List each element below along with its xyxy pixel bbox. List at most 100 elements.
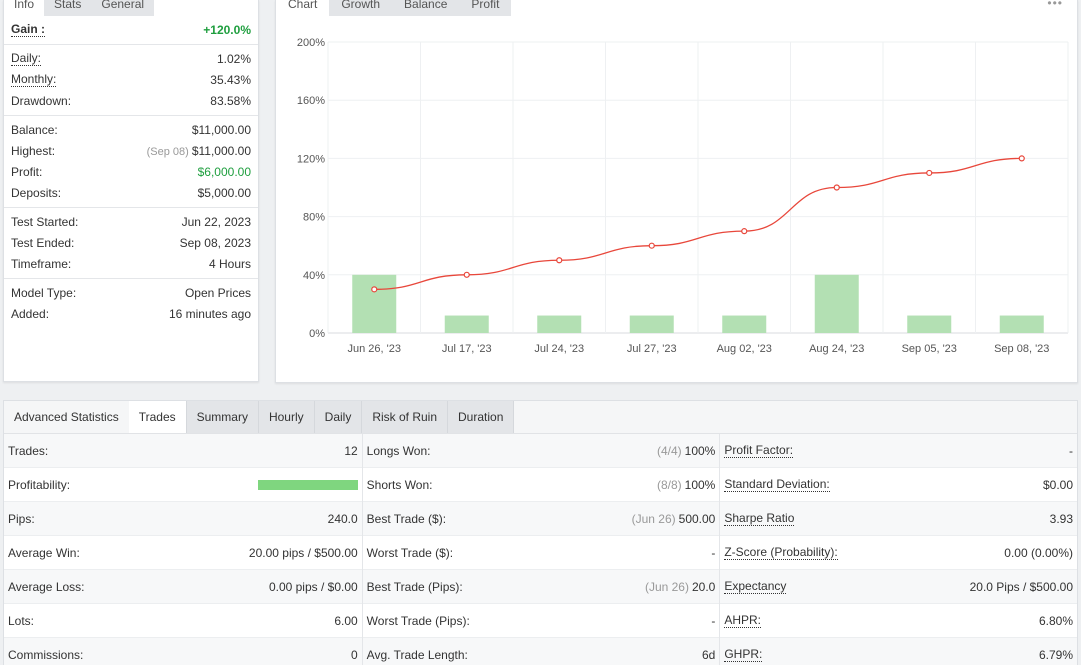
tab-daily[interactable]: Daily — [314, 401, 363, 433]
advanced-value: 12 — [344, 444, 357, 458]
stat-row: Daily: 1.02% — [4, 48, 258, 69]
advanced-label: Commissions: — [8, 647, 84, 662]
tab-growth[interactable]: Growth — [329, 0, 393, 16]
advanced-row: Average Loss: 0.00 pips / $0.00 — [4, 570, 362, 604]
data-point — [833, 184, 840, 191]
stat-group: Gain : +120.0% — [4, 16, 258, 45]
advanced-row: Longs Won: (4/4) 100% — [362, 434, 720, 468]
advanced-value: 6.80% — [1039, 614, 1073, 628]
stat-row: Model Type: Open Prices — [4, 282, 258, 303]
advanced-label[interactable]: AHPR: — [724, 612, 762, 628]
x-tick-label: Aug 02, '23 — [717, 343, 772, 355]
advanced-value-text: 6.00 — [334, 613, 358, 628]
stat-value: 83.58% — [210, 94, 251, 108]
advanced-value-text: 0.00 pips / $0.00 — [268, 579, 358, 594]
advanced-row: Shorts Won: (8/8) 100% — [362, 468, 720, 502]
stat-group: Model Type: Open Prices Added: 16 minutes a… — [4, 279, 258, 328]
advanced-value: 0.00 pips / $0.00 — [269, 580, 358, 594]
data-point — [926, 169, 933, 177]
stat-group: Balance: $11,000.00 Highest: (Sep 08) $11,00… — [4, 116, 258, 208]
advanced-value-text: 12 — [344, 443, 358, 458]
stat-value-text: 35.43% — [210, 72, 251, 87]
advanced-tabs: Advanced Statistics Trades Summary Hourl… — [4, 401, 1077, 434]
advanced-statistics-panel: Advanced Statistics Trades Summary Hourl… — [3, 400, 1078, 665]
tab-trades[interactable]: Trades — [128, 401, 187, 433]
advanced-note: (8/8) — [656, 477, 682, 492]
advanced-label: Shorts Won: — [366, 477, 433, 492]
stat-value: Jun 22, 2023 — [182, 215, 251, 229]
advanced-row: Trades: 12 — [4, 434, 362, 468]
advanced-label: Trades: — [8, 443, 49, 458]
tab-stats[interactable]: Stats — [44, 0, 92, 16]
stat-row: Test Started: Jun 22, 2023 — [4, 211, 258, 232]
advanced-row: Profit Factor: - — [720, 434, 1078, 468]
stat-value-text: Jun 22, 2023 — [181, 214, 251, 229]
advanced-value-text: 6.79% — [1038, 647, 1074, 662]
tab-chart[interactable]: Chart — [276, 0, 330, 16]
advanced-row: Sharpe Ratio 3.93 — [720, 502, 1078, 536]
advanced-value-text: 6d — [701, 647, 716, 662]
advanced-value: 20.0 Pips / $500.00 — [970, 580, 1073, 594]
tab-duration[interactable]: Duration — [448, 401, 515, 433]
advanced-column: Profit Factor: - Standard Deviation: $0.00 S… — [719, 434, 1078, 665]
stat-label[interactable]: Monthly: — [11, 71, 57, 87]
tab-balance[interactable]: Balance — [392, 0, 460, 16]
advanced-note: (4/4) — [656, 443, 682, 458]
advanced-row: Z-Score (Probability): 0.00 (0.00%) — [720, 536, 1078, 570]
advanced-value-text: - — [711, 613, 716, 628]
advanced-value-text: - — [1069, 443, 1074, 458]
advanced-row: Commissions: 0 — [4, 638, 362, 665]
data-point — [463, 271, 470, 278]
stat-label[interactable]: Gain : — [11, 21, 46, 37]
tab-info[interactable]: Info — [4, 0, 45, 16]
tab-profit[interactable]: Profit — [459, 0, 512, 16]
stat-row: Gain : +120.0% — [4, 19, 258, 40]
stat-value: $11,000.00 — [192, 123, 251, 137]
chart-tabs: Chart Growth Balance Profit — [276, 0, 1077, 16]
ellipsis-icon[interactable]: ••• — [1047, 0, 1063, 10]
advanced-label[interactable]: Expectancy — [724, 578, 787, 594]
advanced-statistics-title: Advanced Statistics — [4, 401, 129, 433]
stat-value: 1.02% — [217, 52, 251, 66]
stat-group: Daily: 1.02% Monthly: 35.43% Drawdown: 83.58% — [4, 45, 258, 116]
advanced-row: Worst Trade ($): - — [362, 536, 720, 570]
advanced-label[interactable]: Sharpe Ratio — [724, 510, 795, 526]
advanced-label[interactable]: GHPR: — [724, 646, 763, 662]
stat-label: Profit: — [11, 164, 43, 179]
advanced-value-text: 0 — [350, 647, 358, 662]
advanced-value-text: 3.93 — [1049, 511, 1074, 526]
stat-value-text: Sep 08, 2023 — [179, 235, 251, 250]
growth-line — [374, 157, 1022, 290]
tab-summary[interactable]: Summary — [186, 401, 259, 433]
advanced-value: 6d — [702, 648, 715, 662]
x-tick-label: Jul 24, '23 — [534, 343, 584, 355]
advanced-label[interactable]: Z-Score (Probability): — [724, 544, 838, 560]
advanced-column: Trades: 12 Profitability: Pips: 240.0 Average… — [4, 434, 362, 665]
advanced-row: Lots: 6.00 — [4, 604, 362, 638]
advanced-label[interactable]: Standard Deviation: — [724, 476, 830, 492]
advanced-label[interactable]: Profit Factor: — [724, 442, 794, 458]
advanced-row: Average Win: 20.00 pips / $500.00 — [4, 536, 362, 570]
stat-value-text: $6,000.00 — [197, 164, 251, 179]
tab-hourly[interactable]: Hourly — [258, 401, 315, 433]
advanced-value: - — [711, 614, 715, 628]
stat-value-text: Open Prices — [184, 285, 251, 300]
tab-general[interactable]: General — [91, 0, 155, 16]
advanced-value-text: 100% — [684, 477, 716, 492]
advanced-value: (Jun 26) 500.00 — [632, 512, 716, 526]
stat-group: Test Started: Jun 22, 2023 Test Ended: Sep … — [4, 208, 258, 279]
stat-value-text: +120.0% — [203, 22, 251, 37]
stat-row: Added: 16 minutes ago — [4, 303, 258, 324]
stat-label: Deposits: — [11, 185, 62, 200]
y-tick-label: 200% — [297, 37, 325, 49]
data-point — [648, 242, 655, 249]
tab-risk-of-ruin[interactable]: Risk of Ruin — [362, 401, 449, 433]
advanced-row: Profitability: — [4, 468, 362, 502]
bar — [629, 315, 674, 333]
stat-value-text: 4 Hours — [208, 256, 251, 271]
x-tick-label: Jul 17, '23 — [442, 343, 492, 355]
advanced-row: Standard Deviation: $0.00 — [720, 468, 1078, 502]
stat-label: Balance: — [11, 122, 58, 137]
stat-label[interactable]: Daily: — [11, 50, 42, 66]
stat-label: Added: — [11, 306, 50, 321]
